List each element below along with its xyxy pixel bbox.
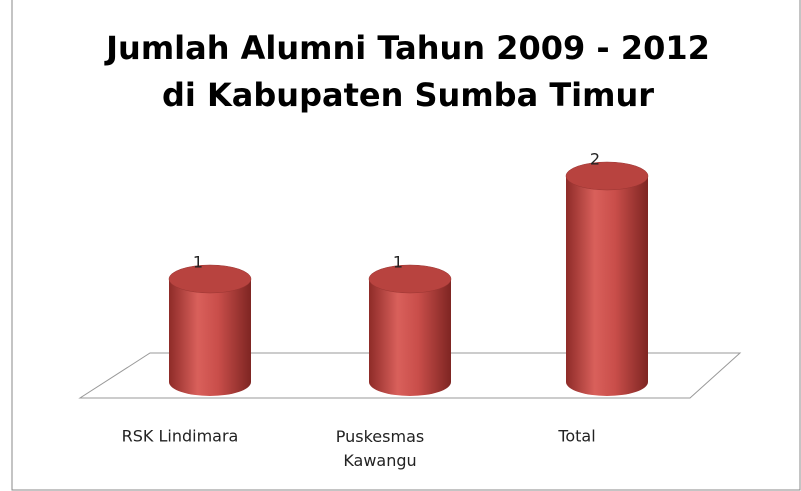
chart-title: Jumlah Alumni Tahun 2009 - 2012	[104, 29, 710, 67]
bar	[169, 279, 251, 396]
data-label: 2	[590, 150, 600, 169]
bar	[566, 176, 648, 396]
data-label: 1	[393, 253, 403, 272]
x-tick-label: RSK Lindimara	[122, 427, 239, 446]
chart-frame	[11, 0, 801, 491]
x-tick-label: Puskesmas Kawangu	[336, 427, 424, 470]
x-tick-label: Total	[557, 427, 595, 446]
data-label: 1	[193, 253, 203, 272]
chart-title: di Kabupaten Sumba Timur	[162, 76, 654, 114]
bar-top	[368, 264, 452, 294]
bar	[369, 279, 451, 396]
bar-top	[565, 161, 649, 191]
bar-top	[168, 264, 252, 294]
